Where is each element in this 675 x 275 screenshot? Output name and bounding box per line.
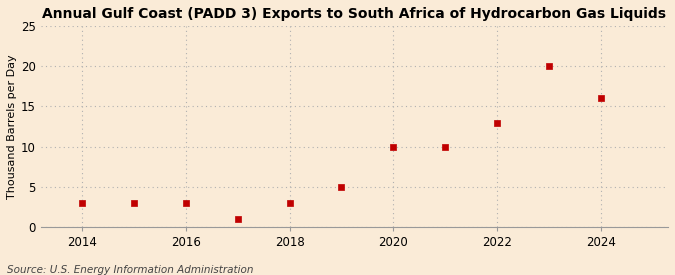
Point [543,64,554,68]
Point [232,216,243,221]
Point [595,96,606,101]
Text: Source: U.S. Energy Information Administration: Source: U.S. Energy Information Administ… [7,265,253,275]
Point [284,200,295,205]
Point [336,185,347,189]
Point [388,144,399,149]
Y-axis label: Thousand Barrels per Day: Thousand Barrels per Day [7,54,17,199]
Point [181,200,192,205]
Point [129,200,140,205]
Point [77,200,88,205]
Title: Annual Gulf Coast (PADD 3) Exports to South Africa of Hydrocarbon Gas Liquids: Annual Gulf Coast (PADD 3) Exports to So… [43,7,666,21]
Point [440,144,451,149]
Point [491,120,502,125]
